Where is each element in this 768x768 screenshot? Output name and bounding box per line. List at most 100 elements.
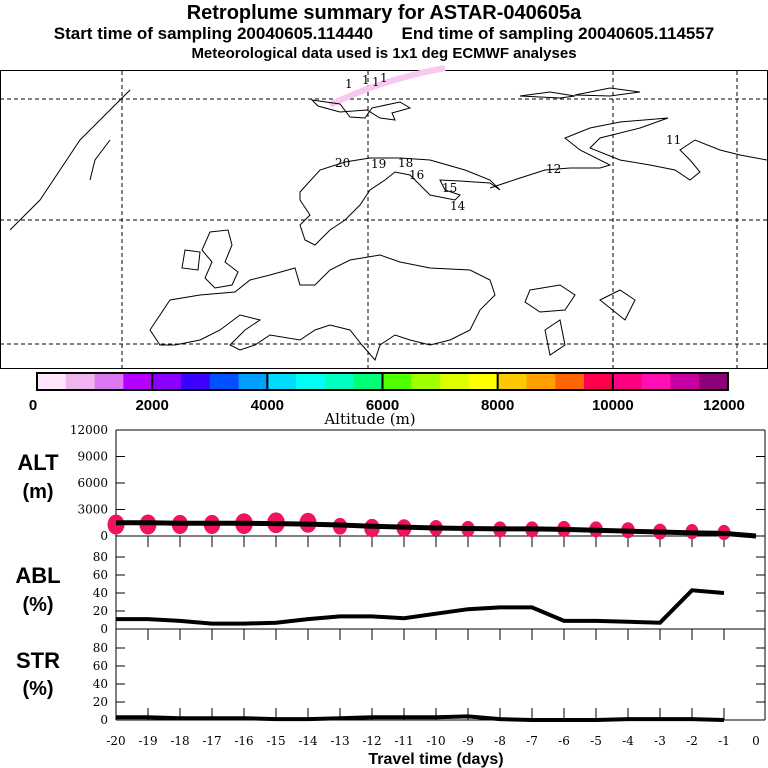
colorbar-swatch	[37, 373, 67, 390]
x-tick-label: -3	[654, 734, 666, 748]
map-label-day: 14	[450, 199, 466, 213]
colorbar-swatch	[123, 373, 153, 390]
x-tick-label: -15	[266, 734, 285, 748]
colorbar-swatch	[209, 373, 240, 390]
y-tick-label: 40	[93, 677, 108, 691]
y-tick-label: 20	[93, 604, 108, 618]
map-label-day: 18	[398, 156, 413, 170]
y-tick-label: 80	[93, 550, 108, 564]
chart-title: Retroplume summary for ASTAR-040605a	[186, 2, 582, 24]
y-tick-label: 6000	[77, 476, 108, 490]
x-tick-label: -8	[494, 734, 506, 748]
map-label-day: 1	[372, 75, 380, 89]
colorbar-tick-label: 10000	[592, 397, 634, 414]
x-tick-label: -1	[718, 734, 730, 748]
map-label-day: 15	[442, 181, 457, 195]
x-tick-label: -20	[106, 734, 125, 748]
colorbar-swatch	[670, 373, 700, 390]
x-tick-label: -19	[138, 734, 157, 748]
panel-abl: 0 20 40 60 80 ABL (%)	[15, 538, 766, 640]
abl-line	[116, 588, 725, 626]
y-tick-label: 3000	[77, 503, 108, 517]
x-tick-label: -9	[462, 734, 474, 748]
met-data-note: Meteorological data used is 1x1 deg ECMW…	[191, 45, 577, 62]
x-tick-label: -7	[526, 734, 538, 748]
y-tick-label: 20	[93, 695, 108, 709]
start-time: Start time of sampling 20040605.114440	[53, 24, 374, 43]
x-tick-label: -13	[330, 734, 349, 748]
colorbar-swatch	[152, 373, 182, 390]
colorbar-swatch	[699, 373, 729, 390]
colorbar-swatch	[526, 373, 556, 390]
map-label-day: 16	[409, 168, 424, 182]
x-tick-label: -10	[426, 734, 445, 748]
y-tick-label: 0	[100, 713, 108, 727]
map-label-day: 11	[666, 133, 681, 147]
x-tick-label: -12	[362, 734, 381, 748]
y-tick-label: 9000	[77, 450, 108, 464]
map-label-day: 1	[345, 77, 353, 91]
colorbar-tick-label: 6000	[366, 397, 399, 414]
x-tick-label: -17	[202, 734, 221, 748]
map-label-day: 20	[335, 156, 350, 170]
x-tick-label: -16	[234, 734, 253, 748]
panel-ylabel: ALT	[17, 450, 59, 475]
map-label-day: 1	[362, 73, 370, 87]
x-tick-label: -6	[558, 734, 570, 748]
y-tick-label: 80	[93, 641, 108, 655]
y-tick-label: 60	[93, 659, 108, 673]
colorbar-swatch	[612, 373, 643, 390]
x-tick-label: -4	[622, 734, 634, 748]
panel-ylabel: ABL	[15, 563, 60, 588]
colorbar-swatch	[65, 373, 96, 390]
colorbar-swatch	[238, 373, 268, 390]
alt-line	[116, 520, 757, 539]
colorbar-swatch	[440, 373, 470, 390]
colorbar-swatch	[382, 373, 412, 390]
str-line	[116, 714, 725, 722]
colorbar-swatch	[468, 373, 499, 390]
colorbar-tick-label: 4000	[251, 397, 284, 414]
panel-ylabel: (%)	[22, 594, 53, 616]
x-tick-label: -14	[298, 734, 318, 748]
coastlines	[9, 87, 768, 361]
x-axis-title: Travel time (days)	[368, 751, 503, 768]
colorbar-swatch	[353, 373, 383, 390]
y-tick-label: 12000	[70, 423, 108, 437]
colorbar-swatch	[267, 373, 297, 390]
map-graticule	[0, 71, 768, 368]
y-tick-label: 0	[100, 622, 108, 636]
colorbar-swatch	[180, 373, 211, 390]
y-tick-label: 40	[93, 586, 108, 600]
panel-ylabel: (m)	[22, 481, 53, 503]
colorbar-tick-label: 2000	[135, 397, 168, 414]
colorbar-swatch	[296, 373, 326, 390]
colorbar-tick-label: 8000	[481, 397, 514, 414]
colorbar-swatch	[94, 373, 124, 390]
panel-ylabel: STR	[16, 648, 60, 673]
sampling-times: Start time of sampling 20040605.114440 E…	[0, 24, 768, 44]
colorbar-swatch	[641, 373, 671, 390]
colorbar-tick-label: 12000	[703, 397, 745, 414]
colorbar-swatch	[324, 373, 355, 390]
end-time: End time of sampling 20040605.114557	[401, 24, 715, 43]
x-tick-label: -5	[590, 734, 602, 748]
map-label-day: 19	[371, 157, 386, 171]
panel-ylabel: (%)	[22, 678, 53, 700]
y-tick-label: 0	[100, 529, 108, 543]
colorbar-swatch	[584, 373, 614, 390]
x-tick-label: -18	[170, 734, 189, 748]
colorbar-swatch	[411, 373, 441, 390]
plume-streak	[328, 65, 446, 108]
map-label-day: 12	[546, 162, 561, 176]
colorbar-tick-label: 0	[29, 397, 37, 414]
colorbar-title: Altitude (m)	[323, 410, 415, 428]
colorbar-swatch	[497, 373, 527, 390]
x-tick-label: 0	[752, 734, 760, 748]
colorbar-swatch	[555, 373, 585, 390]
